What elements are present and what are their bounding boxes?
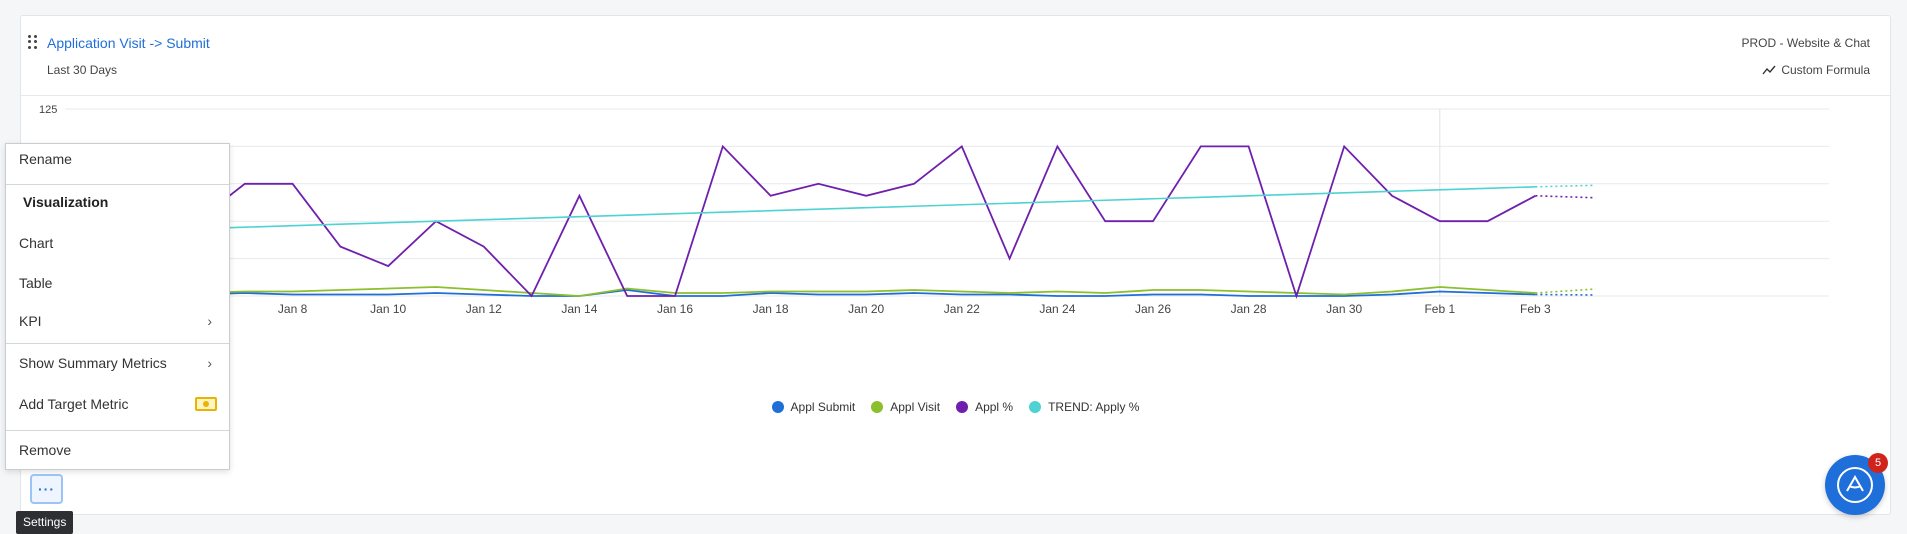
legend-dot-icon [871,401,884,413]
x-tick-label: Jan 26 [1135,302,1171,316]
menu-item-kpi[interactable]: KPI › [6,306,229,336]
legend-item[interactable]: Appl % [956,400,1013,414]
x-tick-label: Jan 12 [466,302,502,316]
trend-line-icon [1762,65,1776,75]
date-range-label: Last 30 Days [47,63,118,77]
menu-item-summary-label: Show Summary Metrics [19,355,167,371]
series-line [196,185,1536,230]
menu-item-target-label: Add Target Metric [19,396,129,412]
target-metric-icon [195,397,217,411]
chart-legend: Appl Submit Appl Visit Appl % TREND: Apply … [21,400,1890,414]
legend-item[interactable]: TREND: Apply % [1029,400,1139,414]
settings-tooltip: Settings [16,511,74,534]
menu-divider [6,343,229,344]
legend-label: TREND: Apply % [1048,400,1140,414]
legend-label: Appl Visit [890,400,941,414]
chart-card: Application Visit -> Submit Last 30 Days… [20,15,1891,515]
settings-button[interactable]: ··· [30,474,63,504]
menu-item-rename[interactable]: Rename [19,151,72,167]
project-label: PROD - Website & Chat [1741,36,1870,50]
assistant-button[interactable] [1825,455,1885,515]
series-projection [1535,293,1596,296]
line-chart: 125 Jan 8 Jan 10 Jan 12 Jan 14 Jan 16 Jan 18 Ja… [39,104,1829,316]
formula-label: Custom Formula [1781,63,1870,77]
x-tick-label: Jan 30 [1326,302,1362,316]
card-header: Application Visit -> Submit Last 30 Days… [21,16,1890,96]
settings-menu: Rename Visualization Chart Table KPI › S… [5,143,230,470]
x-tick-label: Jan 8 [278,302,308,316]
series-line [196,289,1536,297]
series-projection [1535,194,1596,199]
menu-item-kpi-label: KPI [19,313,42,329]
menu-item-chart[interactable]: Chart [19,235,54,251]
menu-item-table[interactable]: Table [19,275,53,291]
legend-item[interactable]: Appl Submit [771,400,856,414]
x-tick-label: Jan 18 [753,302,789,316]
x-tick-label: Feb 3 [1520,302,1551,316]
x-tick-label: Jan 10 [370,302,406,316]
legend-dot-icon [771,401,784,413]
legend-dot-icon [1029,401,1042,413]
chart-title-link[interactable]: Application Visit -> Submit [47,35,210,51]
formula-type[interactable]: Custom Formula [1762,63,1870,77]
notification-badge: 5 [1868,453,1888,473]
series-line [196,144,1536,299]
chevron-right-icon: › [207,355,212,371]
menu-item-target-metric[interactable]: Add Target Metric [6,389,229,419]
x-tick-label: Jan 22 [944,302,980,316]
series-line [196,286,1536,297]
drag-handle-icon[interactable] [28,35,38,49]
legend-dot-icon [956,401,969,413]
y-tick-label: 125 [39,104,57,116]
x-tick-label: Jan 20 [848,302,884,316]
x-tick-label: Jan 28 [1231,302,1267,316]
series-projection [1535,184,1596,188]
assistant-logo-icon [1837,467,1873,503]
legend-label: Appl % [975,400,1014,414]
x-tick-label: Jan 14 [561,302,597,316]
menu-divider [6,184,229,185]
x-tick-label: Jan 16 [657,302,693,316]
legend-item[interactable]: Appl Visit [871,400,940,414]
x-tick-label: Jan 24 [1039,302,1075,316]
menu-item-remove[interactable]: Remove [19,442,72,458]
menu-section-visualization: Visualization [23,194,109,210]
menu-item-summary-metrics[interactable]: Show Summary Metrics › [6,348,229,378]
series-projection [1535,288,1596,294]
x-tick-label: Feb 1 [1424,302,1455,316]
legend-label: Appl Submit [790,400,856,414]
chevron-right-icon: › [207,313,212,329]
menu-divider [6,430,229,431]
